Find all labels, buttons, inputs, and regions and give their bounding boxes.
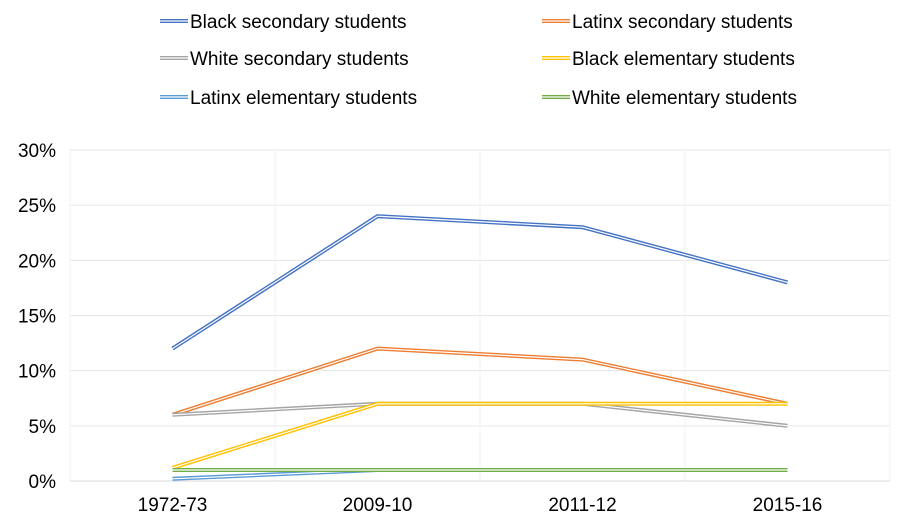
x-tick-label: 1972-73 <box>138 495 208 516</box>
y-tick-label: 5% <box>29 417 57 438</box>
legend-label: Latinx elementary students <box>190 88 417 109</box>
legend-label: Black elementary students <box>572 49 795 70</box>
legend-item: White elementary students <box>542 88 797 109</box>
legend: Black secondary students Latinx secondary… <box>160 12 797 109</box>
y-tick-label: 25% <box>18 196 56 217</box>
legend-item: Latinx secondary students <box>542 12 793 33</box>
legend-label: Latinx secondary students <box>572 12 793 33</box>
series-line <box>171 214 789 351</box>
legend-item: White secondary students <box>160 49 409 70</box>
y-tick-label: 20% <box>18 251 56 272</box>
x-tick-label: 2015-16 <box>753 495 823 516</box>
legend-label: White secondary students <box>190 49 409 70</box>
y-tick-label: 15% <box>18 307 56 328</box>
series-line <box>171 401 788 470</box>
series-line <box>171 346 788 417</box>
x-tick-label: 2009-10 <box>343 495 413 516</box>
series-lines <box>171 214 789 481</box>
legend-item: Black elementary students <box>542 49 795 70</box>
legend-label: White elementary students <box>572 88 797 109</box>
y-tick-label: 10% <box>18 362 56 383</box>
legend-label: Black secondary students <box>190 12 407 33</box>
legend-item: Black secondary students <box>160 12 407 33</box>
x-axis-ticks: 1972-73 2009-10 2011-12 2015-16 <box>138 495 823 516</box>
y-axis-ticks: 0% 5% 10% 15% 20% 25% 30% <box>18 141 56 493</box>
y-tick-label: 30% <box>18 141 56 162</box>
legend-item: Latinx elementary students <box>160 88 417 109</box>
series-line-inner <box>172 347 788 416</box>
y-tick-label: 0% <box>29 472 57 493</box>
gridlines <box>69 149 891 481</box>
series-line-inner <box>172 215 788 350</box>
x-tick-label: 2011-12 <box>548 495 616 516</box>
series-line-inner <box>172 403 788 469</box>
